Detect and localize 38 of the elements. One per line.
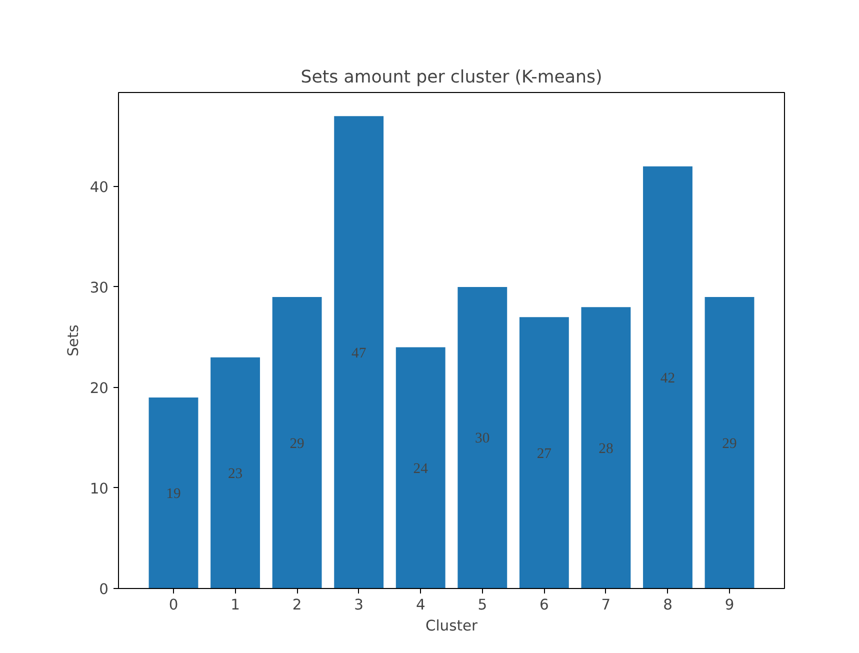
data-label: 42 — [660, 370, 676, 386]
data-label: 30 — [475, 430, 490, 447]
data-label: 29 — [722, 436, 737, 452]
x-tick-label: 6 — [540, 596, 549, 614]
bar — [519, 317, 569, 588]
chart-title: Sets amount per cluster (K-means) — [300, 68, 602, 88]
x-tick-label: 8 — [663, 596, 672, 614]
bar — [581, 307, 631, 588]
data-label: 47 — [352, 345, 366, 362]
x-tick-label: 5 — [478, 596, 488, 614]
bar — [334, 116, 384, 588]
data-label: 29 — [290, 436, 304, 452]
bar — [458, 286, 508, 588]
bar — [643, 166, 692, 588]
data-label: 23 — [228, 466, 243, 482]
x-tick-label: 7 — [601, 596, 611, 614]
bar — [704, 297, 754, 588]
x-tick-label: 0 — [168, 596, 178, 614]
x-axis-title: Cluster — [425, 618, 478, 634]
data-label: 28 — [598, 440, 614, 457]
data-label: 27 — [536, 446, 552, 462]
x-tick-label: 4 — [416, 596, 426, 614]
y-tick-label: 20 — [90, 380, 109, 397]
data-label: 19 — [166, 486, 181, 502]
bar — [396, 347, 446, 588]
x-tick-label: 2 — [292, 596, 302, 614]
x-tick-label: 1 — [230, 596, 240, 614]
y-tick-label: 0 — [99, 581, 109, 598]
y-tick-label: 30 — [90, 279, 109, 296]
x-tick-label: 9 — [724, 596, 734, 614]
bar — [272, 297, 322, 588]
y-tick-label: 10 — [90, 480, 109, 498]
x-tick-label: 3 — [354, 596, 364, 614]
bar — [210, 357, 260, 588]
data-label: 24 — [413, 460, 429, 477]
y-tick-label: 40 — [90, 178, 109, 196]
y-axis-title: Sets — [64, 324, 82, 356]
bar — [148, 398, 198, 588]
